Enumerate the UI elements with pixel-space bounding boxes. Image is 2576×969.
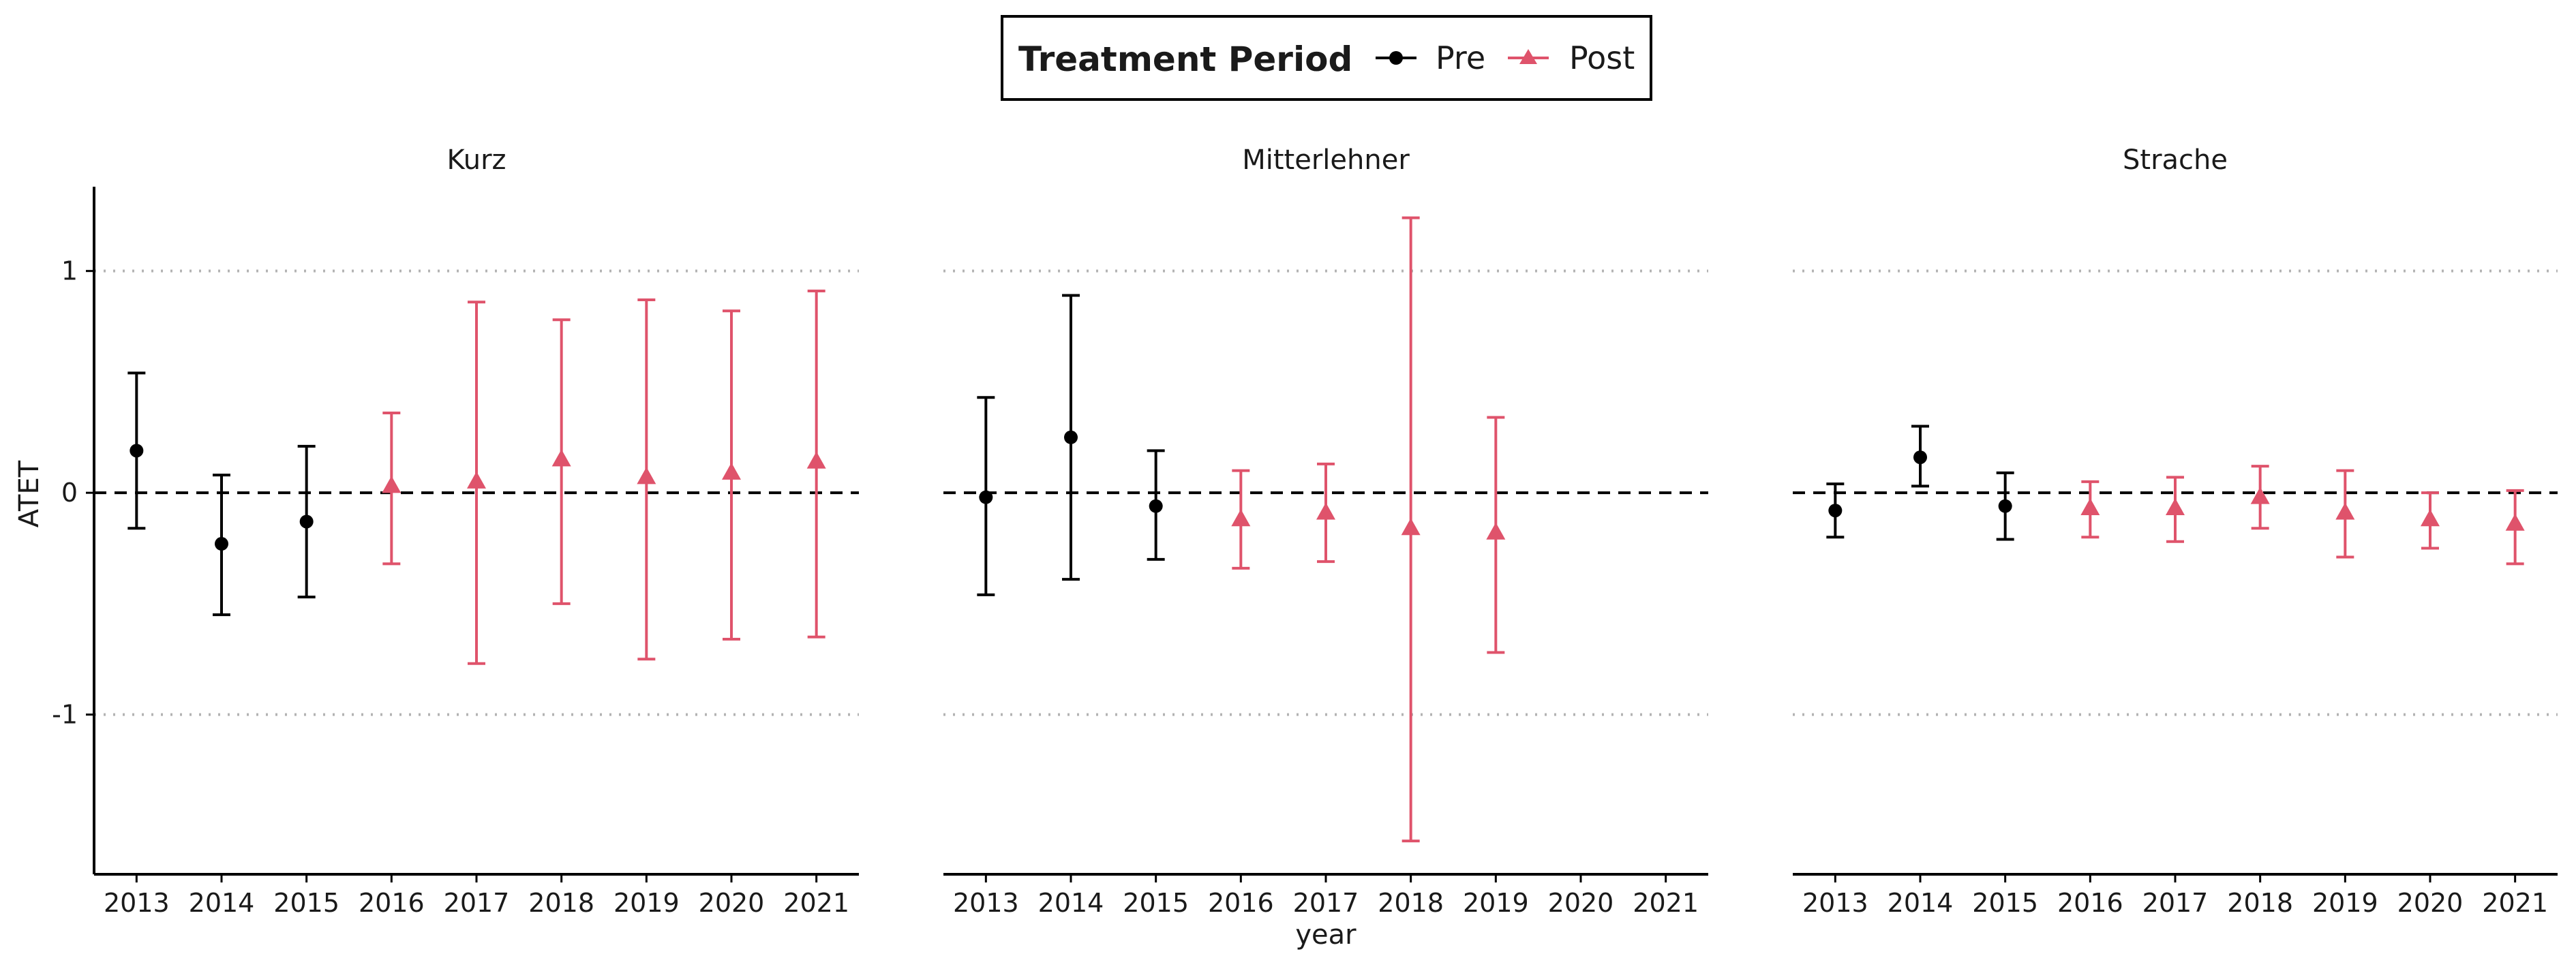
x-tick-label: 2017 [2142, 888, 2209, 918]
point-post [2250, 487, 2270, 504]
x-tick-label: 2018 [1378, 888, 1444, 918]
x-tick-label: 2015 [1123, 888, 1189, 918]
facets: Kurz 2013 2014 2015 2016 2017 2018 2019 2020 2021… [52, 144, 2558, 918]
legend-entry-post: Post [1508, 40, 1635, 76]
x-tick-label: 2014 [189, 888, 255, 918]
point-post [2080, 497, 2100, 515]
legend: Treatment Period Pre Post [1001, 15, 1652, 101]
y-axis-title: ATET [14, 460, 45, 527]
x-tick-label: 2019 [2312, 888, 2378, 918]
point-post [2335, 502, 2355, 520]
point-pre [299, 514, 314, 529]
point-pre [130, 444, 144, 458]
x-tick-label: 2020 [1548, 888, 1614, 918]
point-pre [215, 537, 228, 551]
point-post [467, 471, 486, 489]
point-pre [1149, 499, 1163, 513]
facet-title: Kurz [446, 144, 506, 176]
y-tick-label: 1 [61, 256, 78, 286]
point-post [2166, 497, 2185, 515]
x-tick-label: 2020 [2397, 888, 2464, 918]
x-tick-label: 2021 [1633, 888, 1699, 918]
x-tick-label: 2018 [2227, 888, 2293, 918]
facet-kurz: Kurz 2013 2014 2015 2016 2017 2018 2019 2020 2021… [52, 144, 859, 918]
point-post [637, 467, 656, 484]
legend-post-key-marker [1519, 49, 1537, 64]
x-tick-label: 2013 [953, 888, 1019, 918]
x-tick-label: 2016 [2057, 888, 2123, 918]
facet-title: Mitterlehner [1242, 144, 1410, 176]
point-pre [1998, 499, 2012, 513]
point-pre [1064, 430, 1078, 444]
point-pre [1828, 504, 1843, 518]
y-tick-label: 0 [61, 478, 78, 508]
x-tick-label: 2018 [528, 888, 594, 918]
facet-title: Strache [2123, 144, 2228, 176]
point-post [1401, 518, 1421, 536]
x-tick-label: 2021 [2482, 888, 2548, 918]
x-tick-label: 2017 [1293, 888, 1359, 918]
x-tick-label: 2014 [1888, 888, 1954, 918]
x-axis-title: year [1295, 919, 1357, 951]
facet-mitterlehner: Mitterlehner 2013 2014 2015 2016 2017 2018 2019… [943, 144, 1708, 918]
legend-entry-pre: Pre [1376, 40, 1485, 76]
point-post [1316, 502, 1335, 520]
point-post [806, 451, 826, 469]
legend-title: Treatment Period [1018, 40, 1352, 79]
legend-pre-label: Pre [1436, 40, 1485, 76]
x-tick-label: 2016 [359, 888, 425, 918]
x-tick-label: 2020 [699, 888, 765, 918]
legend-post-label: Post [1569, 40, 1635, 76]
point-pre [1913, 450, 1927, 465]
x-tick-label: 2019 [613, 888, 680, 918]
x-tick-label: 2021 [783, 888, 849, 918]
x-tick-label: 2015 [273, 888, 339, 918]
point-post [551, 449, 571, 467]
x-tick-label: 2013 [1802, 888, 1868, 918]
x-tick-label: 2014 [1038, 888, 1104, 918]
point-pre [979, 490, 993, 504]
x-tick-label: 2016 [1208, 888, 1274, 918]
point-post [1486, 522, 1506, 540]
x-tick-label: 2019 [1463, 888, 1529, 918]
x-tick-label: 2015 [1972, 888, 2038, 918]
legend-pre-key-marker [1389, 51, 1403, 65]
point-post [2505, 513, 2525, 531]
point-post [722, 462, 741, 480]
facet-strache: Strache 2013 2014 2015 2016 2017 2018 2019 2020 2… [1793, 144, 2558, 918]
point-post [2421, 509, 2440, 527]
point-post [1231, 509, 1251, 527]
x-tick-label: 2017 [444, 888, 510, 918]
x-tick-label: 2013 [104, 888, 170, 918]
point-post [382, 476, 401, 493]
y-tick-label: -1 [52, 700, 78, 730]
